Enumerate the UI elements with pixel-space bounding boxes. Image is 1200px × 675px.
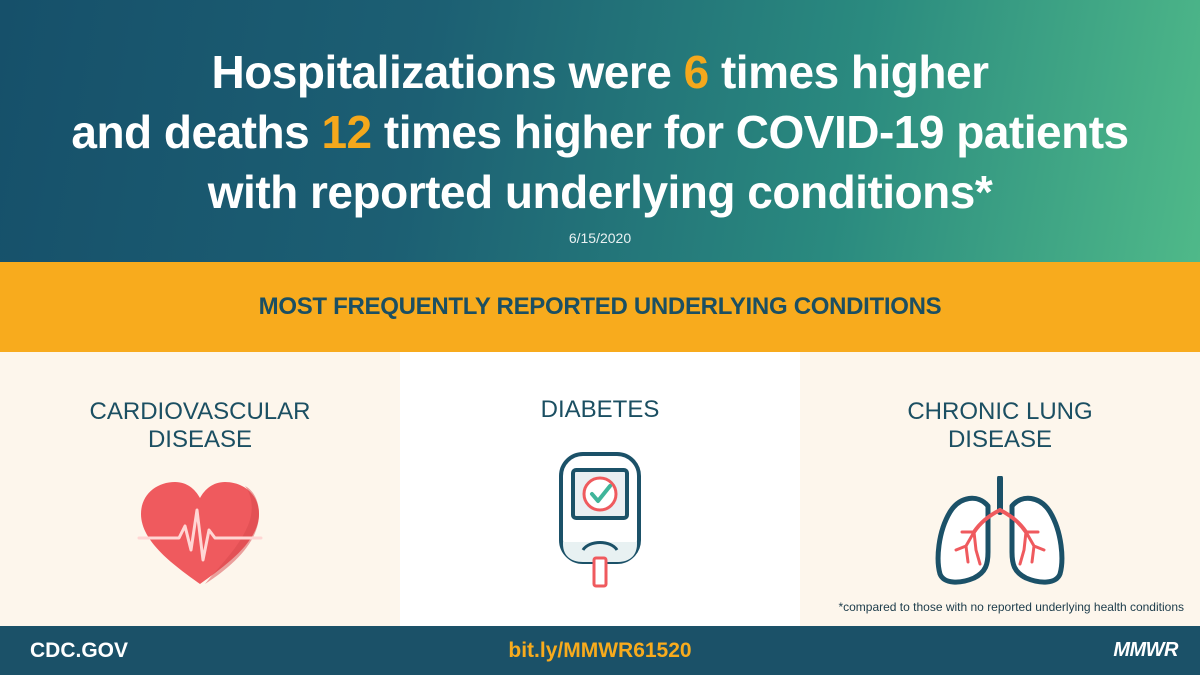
headline-line-2: and deaths 12 times higher for COVID-19 … [71,106,1129,158]
header-banner: Hospitalizations were 6 times higher and… [0,0,1200,262]
condition-label: CARDIOVASCULAR DISEASE [89,398,311,453]
hospitalization-multiplier: 6 [683,46,710,98]
headline-line-1: Hospitalizations were 6 times higher [211,46,989,98]
condition-diabetes: DIABETES [400,352,800,626]
condition-chronic-lung: CHRONIC LUNG DISEASE *compared to those … [800,352,1200,626]
condition-label: CHRONIC LUNG DISEASE [907,398,1093,453]
heart-icon [137,482,263,584]
headline-line-3: with reported underlying conditions* [207,166,993,218]
publication-date: 6/15/2020 [568,230,632,246]
condition-label: DIABETES [540,396,660,423]
section-title: MOST FREQUENTLY REPORTED UNDERLYING COND… [258,293,942,320]
death-multiplier: 12 [321,106,372,158]
lungs-icon [935,476,1065,585]
headline: Hospitalizations were 6 times higher and… [0,42,1200,222]
footnote: *compared to those with no reported unde… [838,600,1184,614]
footer-bar: CDC.GOV bit.ly/MMWR61520 MMWR [0,626,1200,675]
condition-cardiovascular: CARDIOVASCULAR DISEASE [0,352,400,626]
section-band: MOST FREQUENTLY REPORTED UNDERLYING COND… [0,262,1200,352]
glucose-meter-icon [559,452,641,588]
site-link[interactable]: CDC.GOV [30,638,129,662]
report-link[interactable]: bit.ly/MMWR61520 [508,638,692,662]
mmwr-logo: MMWR [1113,639,1178,661]
